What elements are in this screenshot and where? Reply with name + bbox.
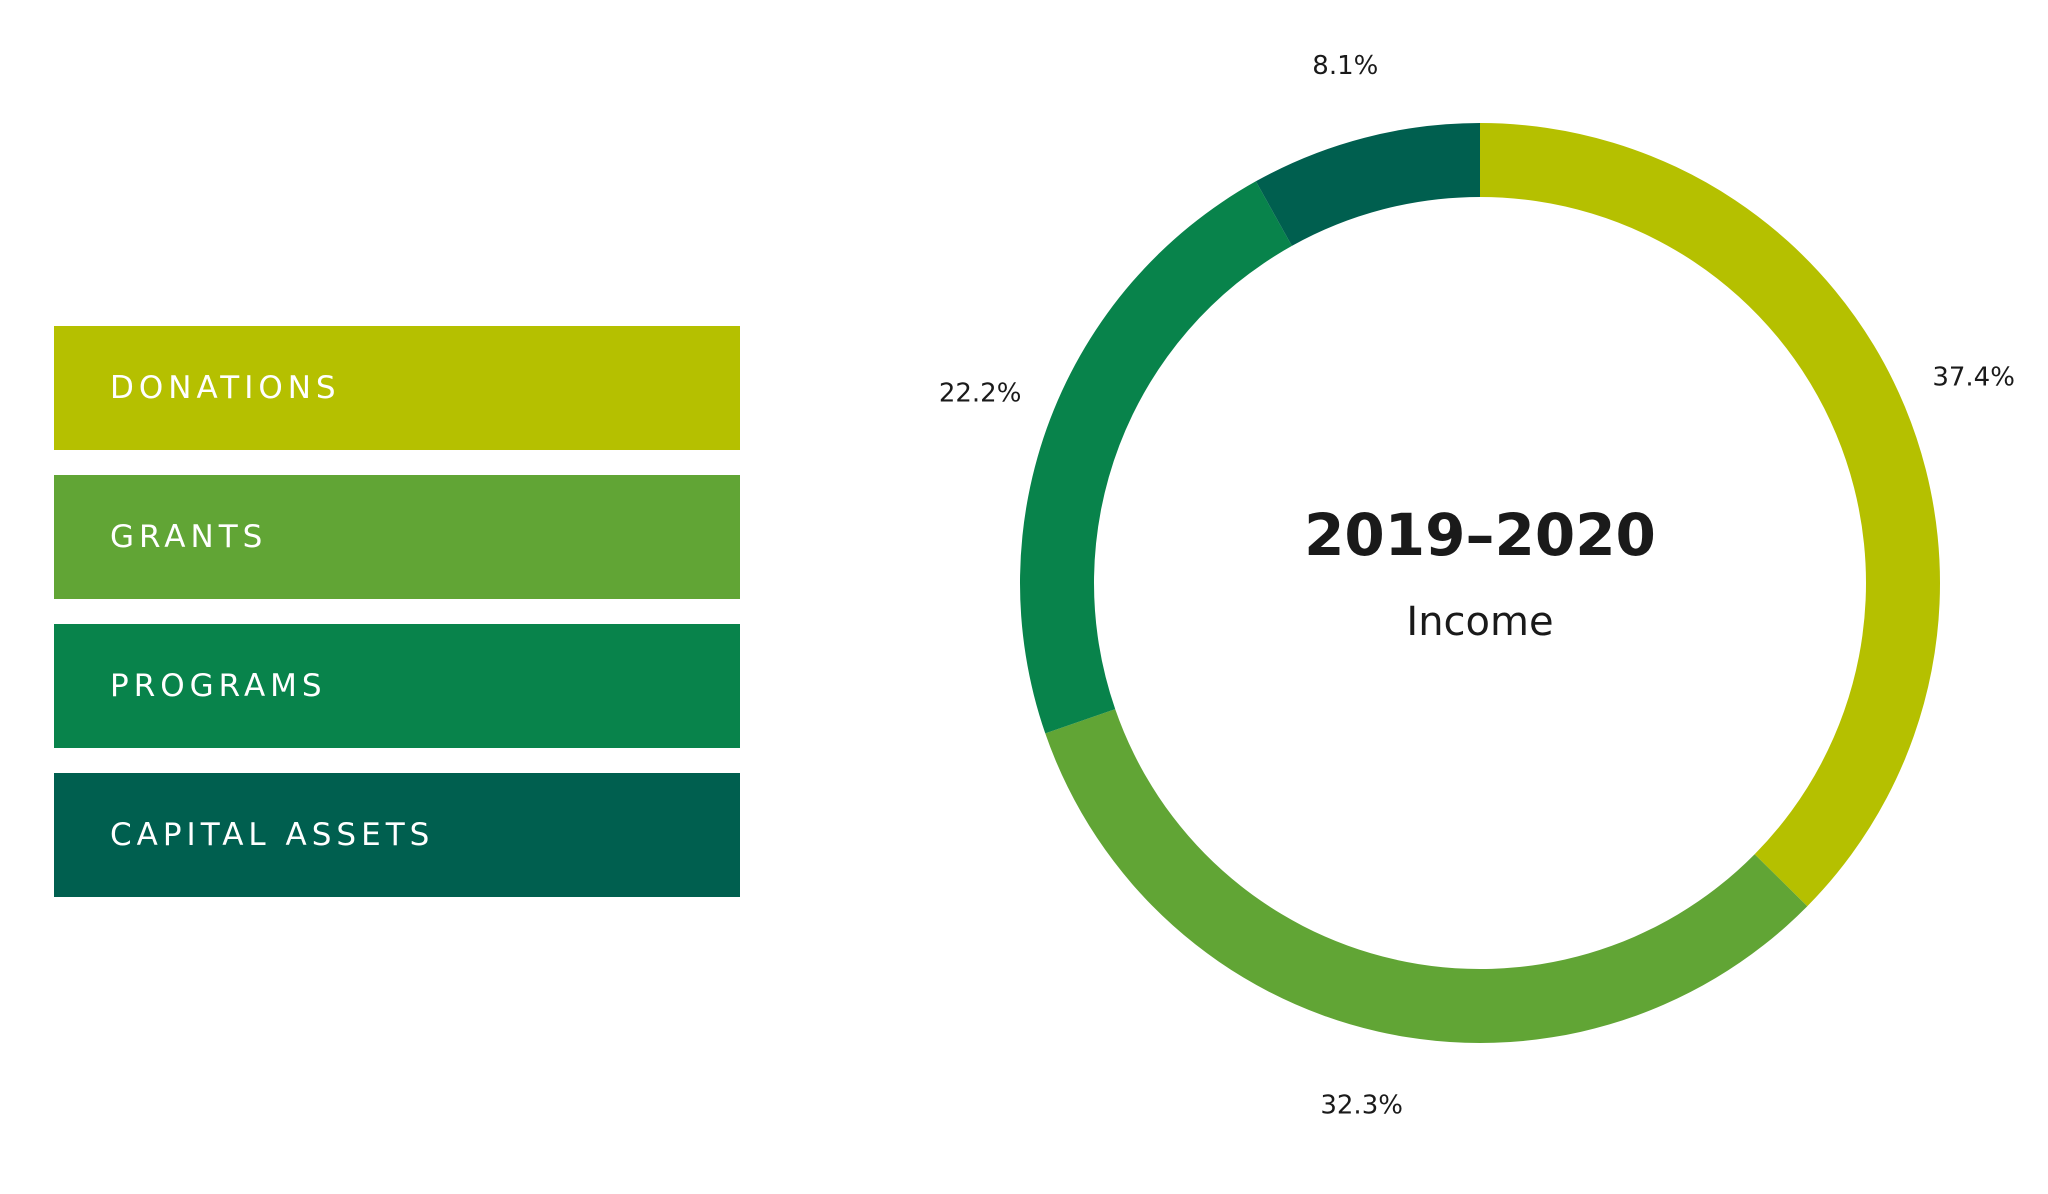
slice-grants	[1045, 709, 1808, 1043]
label-grants: 32.3%	[1320, 1091, 1403, 1121]
label-programs: 22.2%	[939, 378, 1022, 408]
legend-item-grants: GRANTS	[54, 475, 740, 599]
legend-label: PROGRAMS	[110, 668, 327, 704]
chart-subtitle: Income	[1406, 599, 1553, 645]
legend-label: GRANTS	[110, 519, 268, 555]
chart-title: 2019–2020	[1304, 501, 1656, 569]
label-capital-assets: 8.1%	[1312, 51, 1378, 81]
label-donations: 37.4%	[1932, 363, 2015, 393]
slice-programs	[1020, 181, 1292, 734]
legend: DONATIONS GRANTS PROGRAMS CAPITAL ASSETS	[54, 326, 740, 922]
legend-item-programs: PROGRAMS	[54, 624, 740, 748]
donut-slices	[1020, 123, 1940, 1043]
legend-label: DONATIONS	[110, 370, 341, 406]
slice-capital-assets	[1255, 123, 1480, 246]
legend-item-capital-assets: CAPITAL ASSETS	[54, 773, 740, 897]
legend-label: CAPITAL ASSETS	[110, 817, 435, 853]
slice-labels: 37.4% 32.3% 22.2% 8.1%	[939, 51, 2015, 1121]
slice-donations	[1480, 123, 1940, 907]
legend-item-donations: DONATIONS	[54, 326, 740, 450]
